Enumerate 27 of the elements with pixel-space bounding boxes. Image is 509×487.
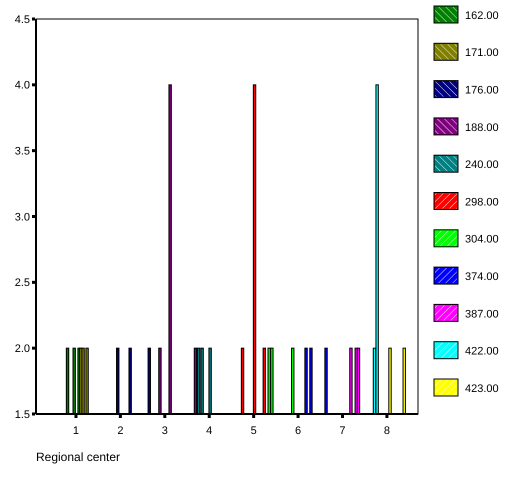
legend-label: 304.00 [465,234,499,246]
x-tick-label: 6 [295,425,302,437]
x-tick-label: 4 [206,425,212,437]
legend-label: 176.00 [465,84,499,96]
legend-label: 387.00 [465,308,499,320]
legend-label: 188.00 [465,122,499,134]
legend-label: 374.00 [465,270,499,283]
x-tick-label: 2 [117,425,124,437]
legend-label: 240.00 [465,159,499,172]
y-tick-label: 3.0 [14,211,30,224]
y-tick-label: 1.5 [14,408,30,421]
y-tick-label: 4.0 [14,80,30,92]
legend-label: 298.00 [465,196,499,208]
y-tick-label: 2.0 [14,343,30,356]
legend-label: 171.00 [465,47,499,60]
x-tick-label: 8 [384,425,390,437]
x-tick-label: 1 [72,425,80,437]
legend-label: 422.00 [465,346,499,358]
x-tick-label: 5 [250,425,257,437]
x-tick-label: 7 [339,425,346,437]
y-tick-label: 4.5 [14,14,30,26]
x-axis-title: Regional center [36,450,120,464]
legend-label: 423.00 [465,382,499,395]
legend-label: 162.00 [465,10,499,22]
y-tick-label: 2.5 [14,277,30,290]
y-tick-label: 3.5 [14,146,30,158]
x-tick-label: 3 [162,425,168,437]
